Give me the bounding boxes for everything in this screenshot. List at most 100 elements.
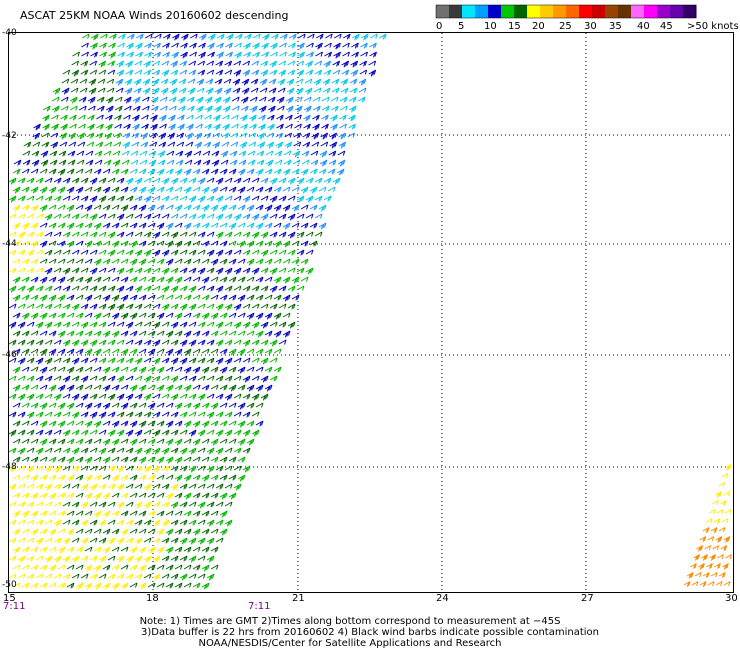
wind-barb — [129, 186, 138, 193]
wind-barb — [174, 186, 183, 192]
wind-barb — [71, 231, 80, 237]
wind-barb — [251, 69, 260, 76]
scale-swatch — [644, 5, 658, 18]
wind-barb — [125, 357, 134, 364]
wind-barb — [66, 546, 75, 553]
wind-barb — [222, 123, 230, 131]
wind-barb — [84, 186, 93, 192]
wind-barb — [161, 69, 170, 77]
wind-barb — [143, 573, 152, 579]
wind-barb — [62, 231, 71, 238]
wind-barb — [179, 555, 188, 562]
wind-barb — [170, 177, 179, 185]
wind-barb — [120, 366, 129, 372]
wind-barb — [53, 213, 62, 219]
wind-barb — [348, 96, 357, 103]
wind-barb — [273, 330, 282, 338]
wind-barb — [42, 123, 50, 131]
wind-barb — [8, 483, 17, 491]
wind-barb — [99, 51, 107, 58]
wind-barb — [98, 231, 107, 237]
wind-barb — [135, 51, 143, 58]
wind-barb — [30, 474, 39, 482]
wind-barb — [48, 294, 57, 302]
wind-barb — [17, 195, 26, 202]
wind-barb — [170, 213, 179, 219]
wind-barb — [35, 537, 44, 545]
wind-barb — [39, 546, 48, 553]
wind-barb — [235, 33, 243, 40]
wind-barb — [707, 536, 715, 542]
wind-barb — [17, 429, 26, 436]
wind-barb — [303, 105, 312, 113]
wind-barb — [192, 222, 201, 229]
wind-barb — [229, 159, 238, 166]
wind-barb — [96, 105, 105, 112]
wind-barb — [170, 321, 179, 329]
wind-barb — [275, 141, 284, 149]
wind-barb — [116, 195, 125, 202]
wind-barb — [99, 42, 107, 49]
wind-barb — [206, 339, 215, 346]
wind-barb — [138, 294, 147, 301]
wind-barb — [249, 96, 258, 102]
wind-barb — [107, 213, 116, 219]
wind-barb — [170, 537, 179, 544]
wind-barb — [134, 321, 143, 327]
wind-barb — [143, 285, 152, 292]
wind-barb — [282, 276, 291, 284]
wind-barb — [237, 348, 246, 356]
wind-barb — [30, 438, 39, 444]
wind-barb — [53, 501, 62, 507]
wind-barb — [26, 321, 35, 327]
wind-barb — [113, 141, 122, 147]
map-title: ASCAT 25KM NOAA Winds 20160602 descendin… — [20, 9, 289, 22]
wind-barb — [35, 519, 44, 526]
wind-barb — [314, 195, 323, 202]
wind-barb — [102, 222, 111, 229]
wind-barb — [221, 141, 230, 147]
wind-barb — [165, 510, 174, 516]
wind-barb — [237, 402, 246, 410]
wind-barb — [284, 132, 293, 138]
wind-barb — [161, 285, 170, 293]
wind-barb — [260, 177, 269, 184]
wind-barb — [266, 132, 275, 138]
scale-swatch — [514, 5, 528, 18]
wind-barb — [87, 123, 95, 131]
wind-barb — [124, 78, 133, 86]
wind-barb — [269, 267, 278, 275]
wind-barb — [174, 366, 183, 372]
wind-barb — [222, 96, 231, 104]
wind-barb — [44, 177, 53, 183]
wind-barb — [250, 78, 259, 85]
wind-barb — [102, 582, 111, 590]
wind-barb — [26, 447, 35, 453]
wind-barb — [313, 78, 322, 86]
wind-barb — [251, 429, 260, 437]
wind-barb — [93, 258, 102, 266]
wind-barb — [206, 393, 215, 399]
wind-barb — [305, 177, 314, 184]
wind-barb — [276, 123, 284, 130]
wind-barb — [107, 537, 116, 545]
wind-barb — [300, 186, 309, 194]
wind-barb — [147, 564, 156, 571]
wind-barb — [102, 528, 111, 535]
wind-barb — [152, 357, 161, 365]
wind-barb — [332, 69, 341, 75]
wind-barb — [289, 33, 297, 40]
wind-barb — [251, 285, 260, 292]
wind-barb — [105, 123, 113, 131]
wind-barb — [71, 303, 80, 311]
wind-barb — [257, 132, 266, 140]
wind-barb — [111, 294, 120, 302]
wind-barb — [98, 177, 107, 184]
wind-barb — [102, 402, 111, 410]
wind-barb — [151, 87, 160, 95]
wind-barb — [215, 303, 224, 311]
wind-barb — [251, 393, 260, 401]
wind-barb — [114, 123, 122, 129]
wind-barb — [156, 582, 165, 588]
scale-label: 35 — [609, 21, 622, 32]
